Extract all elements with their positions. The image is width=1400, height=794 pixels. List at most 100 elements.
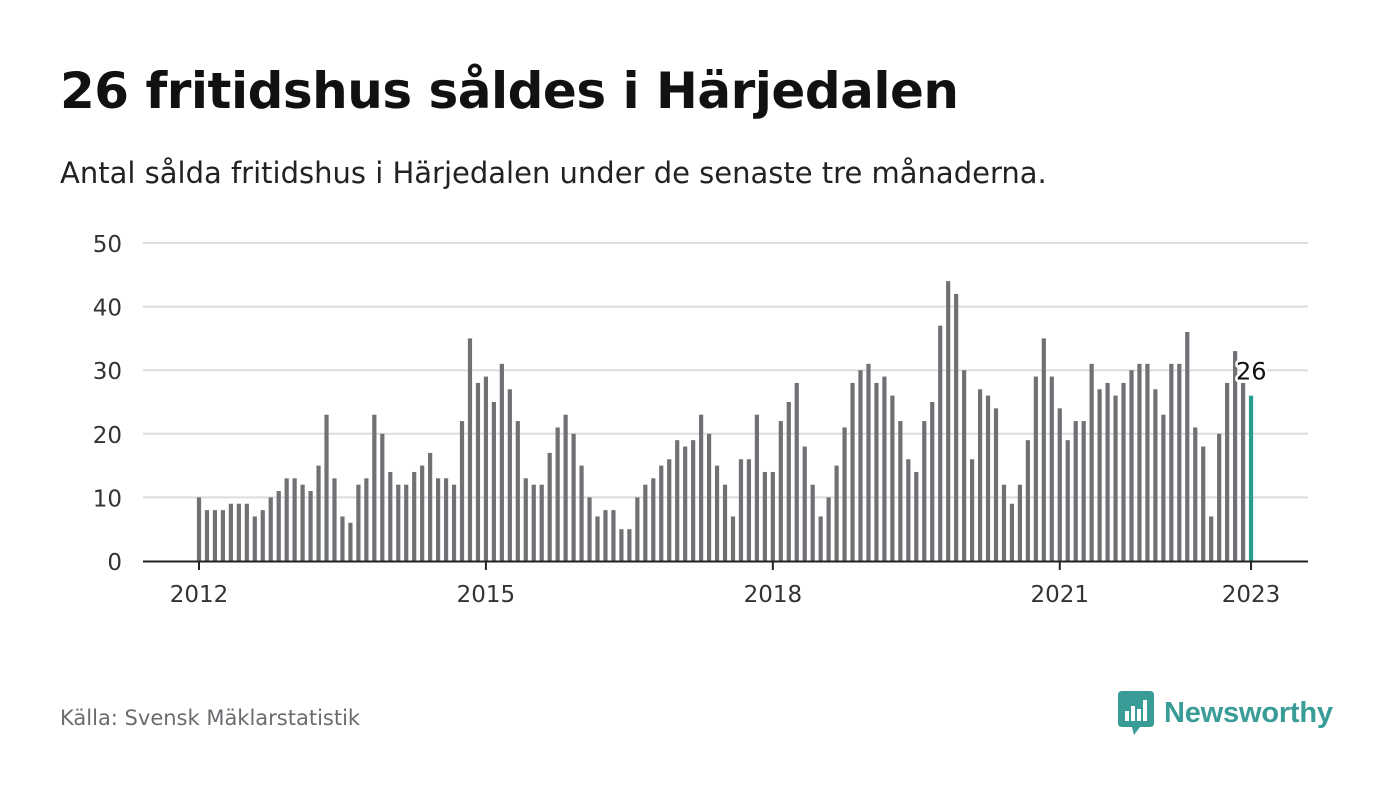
source-note: Källa: Svensk Mäklarstatistik <box>60 706 361 730</box>
bar-82 <box>850 382 855 561</box>
bar-74 <box>786 402 791 561</box>
bar-59 <box>667 459 672 561</box>
bar-92 <box>930 402 935 561</box>
bar-103 <box>1017 484 1023 561</box>
bar-131 <box>1240 382 1246 561</box>
bar-9 <box>268 497 273 561</box>
bar-6 <box>244 503 249 561</box>
bar-18 <box>340 516 345 561</box>
bar-127 <box>1209 516 1214 561</box>
bar-62 <box>691 440 696 561</box>
x-tick-label-2023: 2023 <box>1222 582 1281 608</box>
bar-16 <box>324 414 329 561</box>
bar-80 <box>834 465 839 561</box>
y-axis-labels: 0 10 20 30 40 50 <box>93 232 122 576</box>
bar-49 <box>587 497 592 561</box>
bar-108 <box>1057 408 1062 561</box>
bar-36 <box>483 376 489 561</box>
bar-56 <box>643 484 648 561</box>
bar-122 <box>1169 363 1174 561</box>
y-tick-label-10: 10 <box>93 486 122 512</box>
bar-73 <box>778 421 783 561</box>
bar-chart: 0 10 20 30 40 50 2012 2015 2018 2021 2023 26 <box>93 232 1308 608</box>
brand-name: Newsworthy <box>1164 696 1333 729</box>
bar-128 <box>1217 433 1222 561</box>
bar-99 <box>985 395 991 561</box>
annotations: 26 <box>1234 355 1270 388</box>
bar-34 <box>467 338 473 561</box>
y-tick-label-20: 20 <box>93 423 122 449</box>
bar-19 <box>348 522 353 561</box>
y-tick-label-50: 50 <box>93 232 122 258</box>
bar-123 <box>1177 363 1182 561</box>
bar-130 <box>1233 351 1238 561</box>
bars <box>196 281 1254 561</box>
bar-15 <box>316 465 321 561</box>
bar-97 <box>969 459 975 561</box>
bar-23 <box>380 433 385 561</box>
bar-33 <box>459 421 465 561</box>
bar-8 <box>260 510 265 561</box>
bar-45 <box>555 427 560 561</box>
bar-13 <box>300 484 305 561</box>
bar-110 <box>1073 421 1078 561</box>
bar-67 <box>730 516 736 561</box>
highlight-value-label: 26 <box>1236 358 1267 386</box>
bar-120 <box>1153 389 1158 561</box>
y-tick-label-0: 0 <box>107 550 122 576</box>
bar-47 <box>571 433 576 561</box>
bar-12 <box>292 478 297 561</box>
bar-75 <box>794 382 799 561</box>
bar-55 <box>635 497 640 561</box>
bar-100 <box>993 408 999 561</box>
bar-27 <box>412 471 417 561</box>
bar-20 <box>356 484 361 561</box>
bar-94 <box>946 281 951 561</box>
bar-101 <box>1001 484 1007 561</box>
bar-29 <box>428 452 433 561</box>
bar-77 <box>810 484 815 561</box>
bar-87 <box>890 395 895 561</box>
bar-10 <box>276 491 281 561</box>
bar-42 <box>531 484 536 561</box>
bar-72 <box>770 471 775 561</box>
bar-64 <box>706 433 712 561</box>
bar-21 <box>364 478 369 561</box>
bar-52 <box>611 510 616 561</box>
bar-32 <box>451 484 457 561</box>
bar-106 <box>1041 338 1046 561</box>
bar-66 <box>722 484 728 561</box>
bar-112 <box>1089 363 1094 561</box>
bar-119 <box>1145 363 1150 561</box>
bar-104 <box>1025 440 1030 561</box>
bar-69 <box>746 459 752 561</box>
bar-37 <box>491 402 496 561</box>
brand-logo: Newsworthy <box>1118 690 1333 736</box>
bar-124 <box>1185 332 1190 561</box>
bar-53 <box>619 529 624 561</box>
bar-113 <box>1097 389 1102 561</box>
bar-90 <box>914 471 919 561</box>
bar-132 <box>1248 395 1254 561</box>
bar-109 <box>1065 440 1070 561</box>
bar-65 <box>714 465 720 561</box>
bar-54 <box>627 529 632 561</box>
bar-3 <box>220 510 226 561</box>
bar-86 <box>882 376 887 561</box>
bar-79 <box>826 497 831 561</box>
bar-83 <box>858 370 863 561</box>
bar-5 <box>236 503 241 561</box>
bar-116 <box>1121 382 1126 561</box>
chart-title: 26 fritidshus såldes i Härjedalen <box>60 62 959 120</box>
bar-31 <box>443 478 449 561</box>
bar-61 <box>683 446 688 561</box>
x-tick-label-2012: 2012 <box>170 582 229 608</box>
bar-51 <box>603 510 608 561</box>
bar-95 <box>954 293 959 561</box>
bar-38 <box>499 363 504 561</box>
bar-28 <box>420 465 425 561</box>
bar-102 <box>1009 503 1015 561</box>
bar-126 <box>1201 446 1206 561</box>
bar-63 <box>699 414 704 561</box>
bar-14 <box>308 491 313 561</box>
